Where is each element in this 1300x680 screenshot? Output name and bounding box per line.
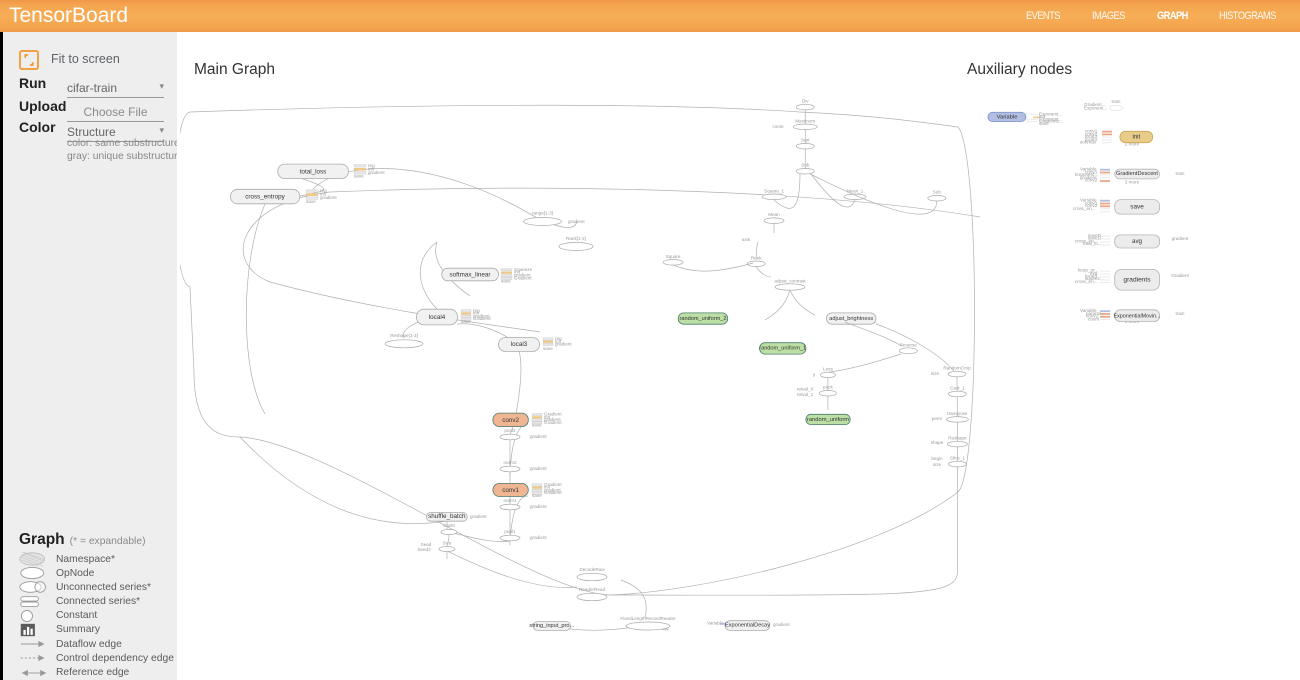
svg-text:cross_entropy: cross_entropy [245,194,285,201]
svg-text:total_lo...: total_lo... [1083,241,1102,246]
svg-text:gradient: gradient [530,535,547,540]
svg-text:2 more: 2 more [1125,180,1140,185]
svg-text:Sub: Sub [933,190,942,195]
svg-text:Gradient: Gradient [544,490,562,495]
svg-text:adjust_contrast: adjust_contrast [774,278,806,283]
svg-text:save: save [543,346,553,351]
svg-text:gradient: gradient [368,170,385,175]
svg-text:Gradient: Gradient [473,316,491,321]
svg-text:gradient: gradient [555,342,572,347]
svg-text:gradient: gradient [320,195,337,200]
svg-text:shape: shape [931,440,944,445]
svg-text:gradient: gradient [530,434,547,439]
svg-text:local4: local4 [429,314,446,321]
svg-text:begin: begin [931,456,943,461]
svg-text:pool2: pool2 [504,428,516,433]
svg-text:shuffle_batch: shuffle_batch [428,513,466,520]
svg-text:adjust_brightness: adjust_brightness [829,316,873,322]
svg-text:Mean: Mean [768,212,780,217]
svg-text:string_input_pro...: string_input_pro... [529,623,574,629]
svg-text:save: save [1130,203,1144,210]
svg-text:Gradient: Gradient [514,276,532,281]
svg-text:Variable: Variable [997,114,1018,120]
svg-text:norm1: norm1 [503,498,516,503]
svg-text:size: size [931,371,940,376]
svg-text:gradients: gradients [1123,276,1151,283]
svg-text:cross_en...: cross_en... [1075,279,1097,284]
svg-text:gradient: gradient [530,504,547,509]
svg-text:Less: Less [823,366,833,371]
svg-text:ExponentialMovin...: ExponentialMovin... [1113,313,1160,319]
svg-text:const: const [773,124,785,129]
svg-text:retval_0: retval_0 [797,387,814,392]
svg-text:Gradient: Gradient [1171,273,1189,278]
svg-text:RandomCrop: RandomCrop [943,366,971,371]
svg-text:train: train [1176,171,1185,176]
svg-text:train: train [1112,99,1121,104]
svg-text:Seed2: Seed2 [417,547,431,552]
svg-text:norm2: norm2 [503,460,516,465]
svg-text:Rank[1-2]: Rank[1-2] [566,236,586,241]
svg-text:Reshape[1-3]: Reshape[1-3] [390,333,418,338]
svg-text:Reverse: Reverse [900,342,918,347]
svg-text:softmax: softmax [1080,140,1097,145]
svg-text:GradientDescent: GradientDescent [1116,171,1158,177]
svg-text:size: size [933,462,942,467]
svg-text:retval_1: retval_1 [797,392,814,397]
svg-text:Cast0: Cast0 [443,523,455,528]
svg-text:conv2: conv2 [502,417,519,424]
svg-text:range[1-3]: range[1-3] [532,210,553,215]
svg-text:ReaderRead: ReaderRead [579,587,605,592]
svg-text:conv2: conv2 [1085,178,1098,183]
svg-text:random_uniform_1: random_uniform_1 [759,346,806,352]
svg-text:gradient: gradient [1172,236,1189,241]
svg-text:save: save [532,423,542,428]
svg-text:axis: axis [742,237,751,242]
svg-text:gradient: gradient [773,622,790,627]
svg-text:save: save [532,493,542,498]
svg-text:save: save [461,319,471,324]
svg-text:Gradient: Gradient [544,420,562,425]
svg-text:Square_1: Square_1 [764,188,784,193]
svg-text:softmax_linear: softmax_linear [450,272,491,279]
svg-text:Cast_1: Cast_1 [950,386,965,391]
svg-text:FixedLengthRecordReader: FixedLengthRecordReader [620,616,676,621]
svg-text:ExponentialDecay: ExponentialDecay [725,623,770,629]
svg-text:count: count [1088,316,1100,321]
svg-text:save: save [1039,121,1049,126]
svg-text:save: save [306,199,316,204]
svg-text:train: train [1176,311,1185,316]
svg-text:y: y [813,372,816,377]
svg-text:avg: avg [1132,238,1143,245]
svg-text:Exponent...: Exponent... [1084,106,1107,111]
svg-text:Div: Div [802,99,809,104]
svg-text:gradient: gradient [568,219,585,224]
svg-text:Sqrt: Sqrt [801,138,810,143]
svg-text:random_uniform: random_uniform [807,417,849,423]
svg-text:gradient: gradient [470,514,487,519]
svg-text:perm: perm [932,416,943,421]
svg-text:DecodeRaw: DecodeRaw [579,567,605,572]
svg-text:cross_en...: cross_en... [1073,206,1095,211]
svg-text:total_loss: total_loss [300,169,327,176]
svg-text:gradient: gradient [530,466,547,471]
svg-text:pool1: pool1 [504,529,516,534]
svg-text:Square: Square [666,254,681,259]
svg-text:save: save [501,278,511,283]
svg-text:conv1: conv1 [502,487,519,494]
svg-text:random_uniform_2: random_uniform_2 [680,316,727,322]
svg-text:save: save [354,174,364,179]
svg-text:init: init [1132,134,1140,140]
svg-text:local3: local3 [511,341,528,348]
